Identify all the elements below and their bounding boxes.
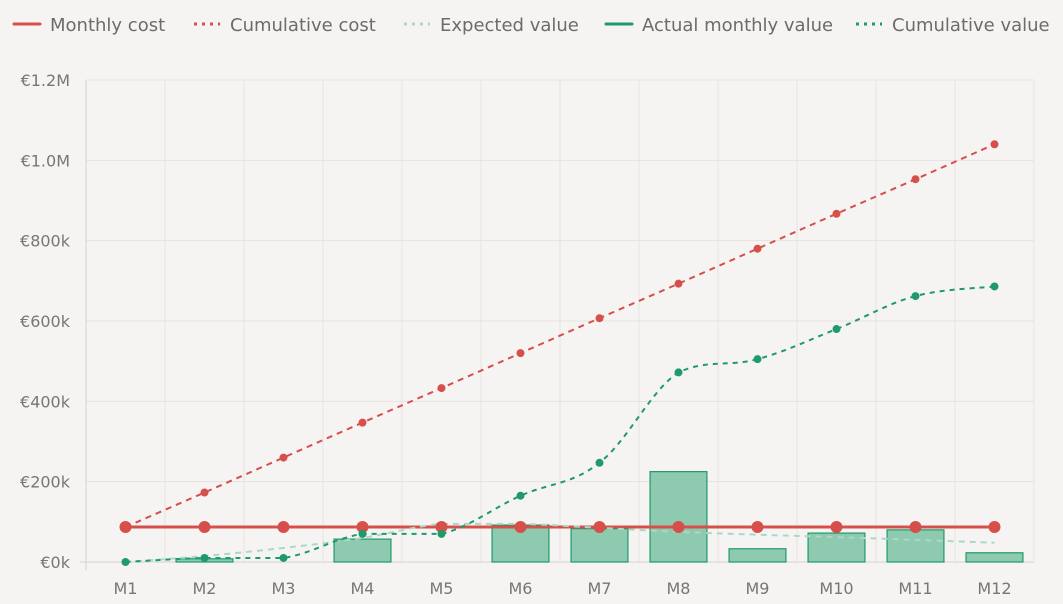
y-tick-label: €1.2M — [21, 71, 70, 90]
cumulative-value-point[interactable] — [990, 282, 999, 291]
x-tick-label: M11 — [898, 579, 932, 598]
legend-label: Cumulative cost — [230, 15, 376, 36]
monthly-cost-point[interactable] — [751, 521, 764, 534]
cumulative-cost-point[interactable] — [121, 523, 130, 532]
y-tick-label: €0k — [40, 553, 70, 572]
cumulative-cost-point[interactable] — [437, 384, 446, 393]
x-tick-label: M10 — [819, 579, 853, 598]
monthly-cost-point[interactable] — [198, 521, 211, 534]
x-tick-label: M12 — [977, 579, 1011, 598]
x-tick-label: M5 — [430, 579, 454, 598]
cumulative-cost-point[interactable] — [832, 209, 841, 218]
monthly-cost-point[interactable] — [672, 521, 685, 534]
legend-item-monthly-cost[interactable]: Monthly cost — [12, 15, 165, 36]
cumulative-value-point[interactable] — [358, 529, 367, 538]
bar-series — [175, 471, 1024, 563]
cumulative-cost-point[interactable] — [674, 279, 683, 288]
monthly-cost-point[interactable] — [988, 521, 1001, 534]
x-tick-label: M4 — [351, 579, 375, 598]
cumulative-value-point[interactable] — [674, 368, 683, 377]
cumulative-value-point[interactable] — [200, 553, 209, 562]
x-tick-label: M2 — [193, 579, 217, 598]
legend-label: Expected value — [440, 15, 579, 36]
monthly-cost-point[interactable] — [277, 521, 290, 534]
legend-label: Monthly cost — [50, 15, 165, 36]
cumulative-cost-point[interactable] — [990, 140, 999, 149]
cumulative-value-point[interactable] — [595, 458, 604, 467]
monthly-cost-point[interactable] — [593, 521, 606, 534]
legend-item-cumulative-cost[interactable]: Cumulative cost — [194, 15, 376, 36]
cumulative-cost-point[interactable] — [911, 175, 920, 184]
cumulative-value-point[interactable] — [753, 355, 762, 364]
cumulative-value-point[interactable] — [121, 558, 130, 566]
legend-item-cumulative-value[interactable]: Cumulative value — [856, 15, 1050, 36]
actual-monthly-value-bar[interactable] — [728, 548, 787, 563]
cumulative-cost-point[interactable] — [200, 488, 209, 497]
y-tick-label: €800k — [20, 232, 71, 251]
monthly-cost-point[interactable] — [830, 521, 843, 534]
legend[interactable]: Monthly cost Cumulative cost Expected valu… — [12, 15, 1050, 36]
grid — [85, 79, 1035, 563]
monthly-cost-point[interactable] — [435, 521, 448, 534]
cumulative-cost-point[interactable] — [358, 418, 367, 427]
y-tick-label: €600k — [20, 312, 71, 331]
cumulative-value-point[interactable] — [279, 553, 288, 562]
x-tick-label: M6 — [509, 579, 533, 598]
x-tick-label: M7 — [588, 579, 612, 598]
y-tick-label: €200k — [20, 473, 71, 492]
data-points — [119, 140, 1001, 566]
y-tick-label: €1.0M — [21, 151, 70, 170]
y-tick-label: €400k — [20, 392, 71, 411]
cumulative-value-point[interactable] — [437, 529, 446, 538]
cumulative-cost-point[interactable] — [595, 314, 604, 323]
monthly-cost-point[interactable] — [356, 521, 369, 534]
cumulative-cost-point[interactable] — [516, 349, 525, 358]
actual-monthly-value-bar[interactable] — [965, 552, 1024, 563]
x-tick-label: M9 — [746, 579, 770, 598]
cumulative-value-point[interactable] — [911, 292, 920, 301]
actual-monthly-value-bar[interactable] — [570, 528, 629, 563]
legend-label: Actual monthly value — [642, 15, 833, 36]
x-tick-label: M1 — [114, 579, 138, 598]
cumulative-cost-point[interactable] — [753, 244, 762, 253]
cumulative-cost-point[interactable] — [279, 453, 288, 462]
actual-monthly-value-bar[interactable] — [807, 532, 866, 563]
cumulative-cost-line — [125, 143, 995, 528]
legend-item-actual-monthly-value[interactable]: Actual monthly value — [604, 15, 833, 36]
cumulative-value-point[interactable] — [516, 491, 525, 500]
axes: €0k €200k €400k €600k €800k €1.0M €1.2M M1 M2 M3 M… — [20, 71, 1034, 598]
actual-monthly-value-bar[interactable] — [886, 529, 945, 563]
actual-monthly-value-bar[interactable] — [333, 538, 392, 563]
x-tick-label: M3 — [272, 579, 296, 598]
actual-monthly-value-bar[interactable] — [649, 471, 708, 563]
cumulative-value-point[interactable] — [832, 325, 841, 334]
legend-label: Cumulative value — [892, 15, 1050, 36]
legend-item-expected-value[interactable]: Expected value — [404, 15, 579, 36]
monthly-cost-point[interactable] — [514, 521, 527, 534]
x-tick-label: M8 — [667, 579, 691, 598]
monthly-cost-point[interactable] — [909, 521, 922, 534]
